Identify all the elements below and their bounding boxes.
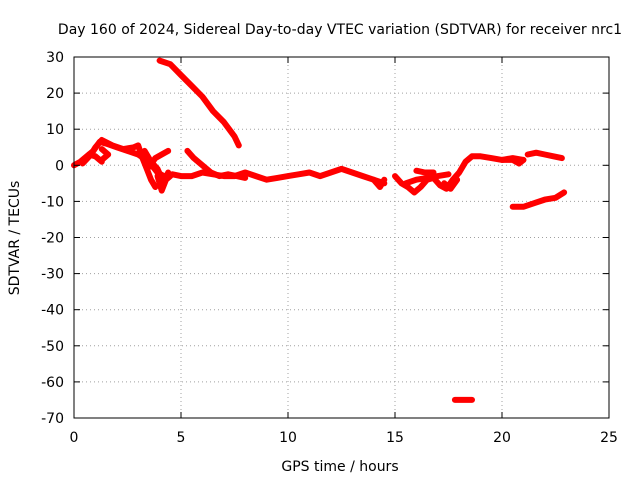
series-track-16 bbox=[524, 149, 565, 162]
series-track-8 bbox=[184, 147, 249, 181]
y-tick-label: 10 bbox=[46, 122, 64, 138]
x-tick-label: 15 bbox=[386, 430, 404, 446]
series-track-13 bbox=[413, 167, 437, 176]
x-tick-label: 20 bbox=[493, 430, 511, 446]
series-track-2 bbox=[79, 137, 159, 190]
ticks: 0 5 10 15 20 25 30 20 10 0 -10 -20 -30 -40 -50 -60 -70 bbox=[41, 50, 618, 446]
series-track-5 bbox=[145, 147, 172, 171]
series-track-17 bbox=[509, 189, 568, 210]
y-axis-label: SDTVAR / TECUs bbox=[7, 181, 23, 296]
series-track-14 bbox=[441, 176, 461, 192]
y-tick-label: -30 bbox=[41, 267, 64, 283]
y-tick-label: -60 bbox=[41, 375, 64, 391]
series-group bbox=[71, 57, 568, 403]
y-tick-label: 30 bbox=[46, 50, 64, 66]
series-track-7 bbox=[98, 146, 112, 163]
y-tick-label: -40 bbox=[41, 303, 64, 319]
y-tick-label: -50 bbox=[41, 339, 64, 355]
x-tick-label: 5 bbox=[177, 430, 186, 446]
y-tick-label: -20 bbox=[41, 231, 64, 247]
series-track-4 bbox=[141, 147, 172, 187]
series-track-15 bbox=[499, 156, 527, 167]
x-axis-label: GPS time / hours bbox=[281, 459, 398, 475]
y-tick-label: -70 bbox=[41, 411, 64, 427]
x-tick-label: 25 bbox=[600, 430, 618, 446]
y-tick-label: -10 bbox=[41, 194, 64, 210]
x-tick-label: 10 bbox=[279, 430, 297, 446]
y-tick-label: 20 bbox=[46, 86, 64, 102]
series-track-9 bbox=[156, 57, 242, 149]
chart-title: Day 160 of 2024, Sidereal Day-to-day VTE… bbox=[58, 22, 622, 38]
x-tick-label: 0 bbox=[70, 430, 79, 446]
grid bbox=[74, 57, 609, 418]
series-track-12 bbox=[402, 171, 452, 187]
series-track-10 bbox=[370, 176, 388, 190]
y-tick-label: 0 bbox=[55, 158, 64, 174]
